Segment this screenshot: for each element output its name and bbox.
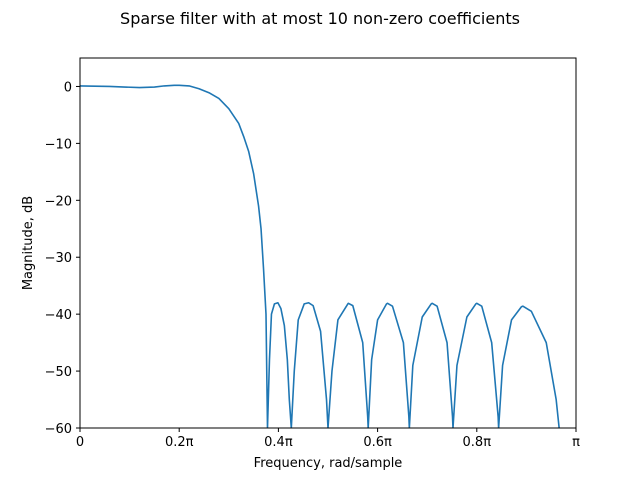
x-tick-label: π [572,435,580,450]
y-tick-label: −30 [45,251,72,266]
y-tick-label: −40 [45,308,72,323]
y-tick-label: 0 [64,80,72,95]
y-tick-label: −60 [45,422,72,437]
y-axis-label: Magnitude, dB [21,196,36,290]
y-axis: 0 −10 −20 −30 −40 −50 −60 [45,80,80,437]
x-axis: 0 0.2π 0.4π 0.6π 0.8π π [76,428,580,450]
x-tick-label: 0 [76,435,84,450]
axes-frame [79,57,577,429]
chart-title: Sparse filter with at most 10 non-zero c… [120,9,520,28]
magnitude-response-line [80,84,560,428]
y-tick-label: −10 [45,137,72,152]
x-tick-label: 0.2π [165,435,194,450]
x-tick-label: 0.8π [463,435,492,450]
plot-area [79,57,577,429]
x-axis-label: Frequency, rad/sample [254,456,403,471]
x-tick-label: 0.6π [363,435,392,450]
x-tick-label: 0.4π [264,435,293,450]
y-tick-label: −20 [45,194,72,209]
y-tick-label: −50 [45,365,72,380]
